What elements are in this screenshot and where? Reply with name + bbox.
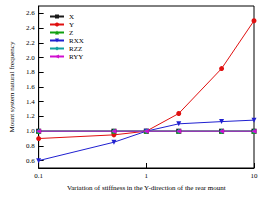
svg-text:RYY: RYY	[69, 53, 83, 61]
svg-text:Y: Y	[69, 21, 74, 29]
svg-text:X: X	[69, 13, 74, 21]
svg-text:2.6: 2.6	[26, 9, 35, 17]
svg-text:Mount system natural frequency: Mount system natural frequency	[8, 41, 16, 132]
svg-text:2.0: 2.0	[26, 54, 35, 62]
svg-text:10: 10	[251, 172, 259, 180]
svg-text:1.0: 1.0	[26, 127, 35, 135]
svg-text:2.2: 2.2	[26, 39, 35, 47]
svg-text:2.4: 2.4	[26, 24, 35, 32]
svg-text:1: 1	[145, 172, 149, 180]
svg-text:1.4: 1.4	[26, 98, 35, 106]
svg-text:0.6: 0.6	[26, 157, 35, 165]
svg-text:1.2: 1.2	[26, 112, 35, 120]
svg-text:1.6: 1.6	[26, 83, 35, 91]
svg-text:RXX: RXX	[69, 37, 84, 45]
svg-text:Variation of stiffness in the: Variation of stiffness in the Y-directio…	[67, 184, 226, 192]
svg-text:Z: Z	[69, 29, 73, 37]
svg-text:RZZ: RZZ	[69, 45, 82, 53]
svg-text:0.8: 0.8	[26, 142, 35, 150]
svg-text:1.8: 1.8	[26, 68, 35, 76]
svg-text:0.1: 0.1	[34, 172, 43, 180]
